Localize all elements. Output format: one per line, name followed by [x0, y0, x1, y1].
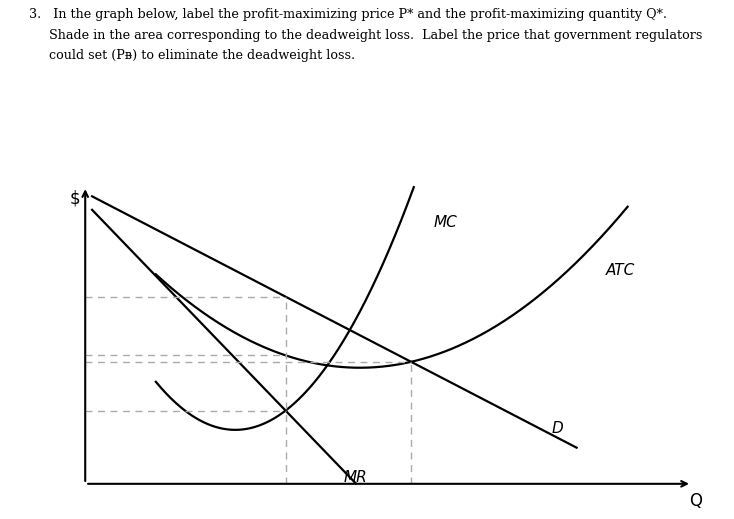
Text: MR: MR	[344, 470, 368, 485]
Text: D: D	[551, 421, 563, 436]
Text: Shade in the area corresponding to the deadweight loss.  Label the price that go: Shade in the area corresponding to the d…	[29, 29, 702, 42]
Text: ATC: ATC	[606, 263, 635, 278]
Text: could set (Pᴃ) to eliminate the deadweight loss.: could set (Pᴃ) to eliminate the deadweig…	[29, 49, 355, 62]
Text: Q: Q	[688, 492, 702, 510]
Text: $: $	[69, 189, 80, 208]
Text: 3.   In the graph below, label the profit-maximizing price P* and the profit-max: 3. In the graph below, label the profit-…	[29, 8, 667, 21]
Text: MC: MC	[433, 215, 457, 230]
